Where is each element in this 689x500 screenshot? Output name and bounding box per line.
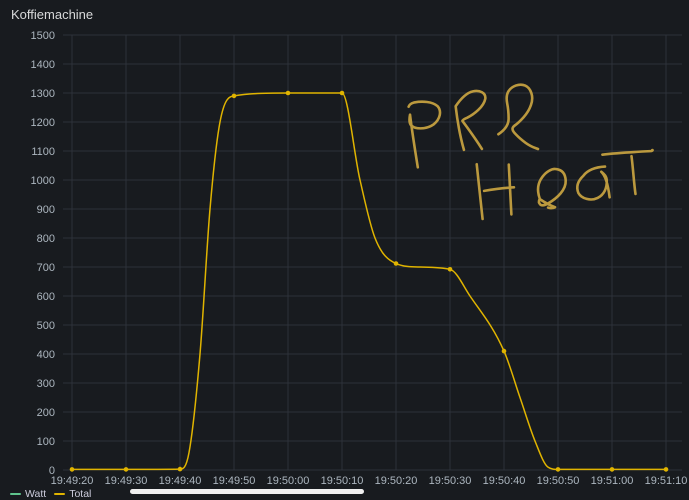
svg-text:900: 900 [37, 204, 55, 216]
svg-text:200: 200 [37, 407, 55, 419]
svg-text:700: 700 [37, 262, 55, 274]
svg-text:800: 800 [37, 233, 55, 245]
svg-text:19:51:00: 19:51:00 [591, 475, 634, 487]
svg-text:19:50:10: 19:50:10 [321, 475, 364, 487]
svg-text:400: 400 [37, 349, 55, 361]
svg-text:1100: 1100 [31, 146, 55, 158]
svg-text:1300: 1300 [31, 88, 55, 100]
svg-text:1200: 1200 [31, 117, 55, 129]
svg-text:100: 100 [37, 436, 55, 448]
svg-text:19:50:50: 19:50:50 [537, 475, 580, 487]
svg-text:1400: 1400 [31, 59, 55, 71]
svg-text:19:49:40: 19:49:40 [159, 475, 202, 487]
svg-text:19:50:20: 19:50:20 [375, 475, 418, 487]
svg-text:19:49:20: 19:49:20 [51, 475, 94, 487]
svg-text:500: 500 [37, 320, 55, 332]
svg-text:1500: 1500 [31, 30, 55, 42]
svg-text:300: 300 [37, 378, 55, 390]
svg-text:600: 600 [37, 291, 55, 303]
svg-text:19:49:30: 19:49:30 [105, 475, 148, 487]
svg-text:19:50:30: 19:50:30 [429, 475, 472, 487]
svg-text:1000: 1000 [31, 175, 55, 187]
svg-text:19:50:00: 19:50:00 [267, 475, 310, 487]
svg-text:19:51:10: 19:51:10 [645, 475, 687, 487]
svg-text:19:49:50: 19:49:50 [213, 475, 256, 487]
svg-text:19:50:40: 19:50:40 [483, 475, 526, 487]
